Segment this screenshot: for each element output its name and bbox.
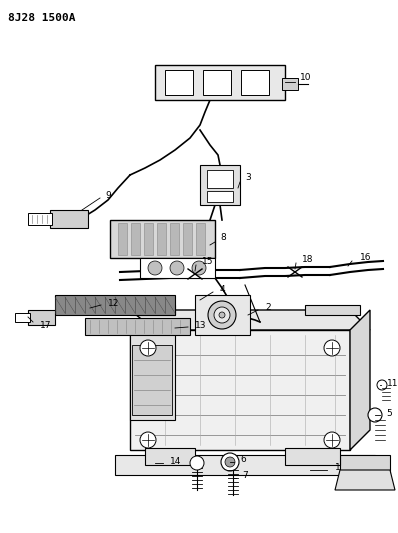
Polygon shape bbox=[285, 448, 340, 465]
Text: 18: 18 bbox=[302, 255, 314, 264]
Polygon shape bbox=[157, 223, 166, 255]
Text: 11: 11 bbox=[387, 378, 398, 387]
Text: 1: 1 bbox=[335, 464, 341, 472]
Circle shape bbox=[148, 261, 162, 275]
Polygon shape bbox=[50, 210, 88, 228]
Circle shape bbox=[324, 432, 340, 448]
Polygon shape bbox=[110, 220, 215, 258]
Polygon shape bbox=[131, 223, 140, 255]
Circle shape bbox=[324, 340, 340, 356]
Circle shape bbox=[214, 307, 230, 323]
Text: 3: 3 bbox=[245, 174, 251, 182]
Polygon shape bbox=[132, 345, 172, 415]
Text: 13: 13 bbox=[195, 320, 207, 329]
Polygon shape bbox=[183, 223, 192, 255]
Polygon shape bbox=[85, 318, 190, 335]
Text: 6: 6 bbox=[240, 456, 246, 464]
Polygon shape bbox=[15, 313, 30, 322]
Circle shape bbox=[368, 408, 382, 422]
Circle shape bbox=[208, 301, 236, 329]
Circle shape bbox=[140, 340, 156, 356]
Circle shape bbox=[221, 453, 239, 471]
Text: 8: 8 bbox=[220, 233, 226, 243]
Text: 10: 10 bbox=[300, 74, 312, 83]
Text: 12: 12 bbox=[108, 298, 119, 308]
Text: 7: 7 bbox=[242, 471, 248, 480]
Circle shape bbox=[225, 457, 235, 467]
Text: 17: 17 bbox=[40, 320, 51, 329]
Text: 4: 4 bbox=[220, 286, 226, 295]
Polygon shape bbox=[195, 295, 250, 335]
Polygon shape bbox=[207, 191, 233, 202]
Circle shape bbox=[192, 261, 206, 275]
Polygon shape bbox=[28, 310, 55, 325]
Polygon shape bbox=[335, 470, 395, 490]
Polygon shape bbox=[207, 170, 233, 188]
Polygon shape bbox=[241, 70, 269, 95]
Polygon shape bbox=[115, 455, 375, 475]
Polygon shape bbox=[196, 223, 205, 255]
Polygon shape bbox=[340, 455, 390, 475]
Text: 16: 16 bbox=[360, 254, 371, 262]
Polygon shape bbox=[155, 65, 285, 100]
Polygon shape bbox=[282, 78, 298, 90]
Text: 8J28 1500A: 8J28 1500A bbox=[8, 13, 76, 23]
Polygon shape bbox=[130, 305, 175, 315]
Circle shape bbox=[377, 380, 387, 390]
Text: 14: 14 bbox=[170, 457, 181, 466]
Polygon shape bbox=[145, 448, 195, 465]
Text: 2: 2 bbox=[265, 303, 271, 312]
Circle shape bbox=[140, 432, 156, 448]
Circle shape bbox=[190, 456, 204, 470]
Polygon shape bbox=[130, 330, 175, 420]
Polygon shape bbox=[130, 310, 370, 330]
Polygon shape bbox=[350, 310, 370, 450]
Polygon shape bbox=[144, 223, 153, 255]
Text: 15: 15 bbox=[202, 257, 213, 266]
Polygon shape bbox=[200, 165, 240, 205]
Polygon shape bbox=[55, 295, 175, 315]
Polygon shape bbox=[118, 223, 127, 255]
Circle shape bbox=[170, 261, 184, 275]
Polygon shape bbox=[165, 70, 193, 95]
Polygon shape bbox=[28, 213, 52, 225]
Circle shape bbox=[219, 312, 225, 318]
Text: 5: 5 bbox=[386, 408, 392, 417]
Text: 9: 9 bbox=[105, 190, 111, 199]
Polygon shape bbox=[203, 70, 231, 95]
Polygon shape bbox=[305, 305, 360, 315]
Polygon shape bbox=[170, 223, 179, 255]
Polygon shape bbox=[140, 258, 215, 278]
Polygon shape bbox=[130, 330, 350, 450]
